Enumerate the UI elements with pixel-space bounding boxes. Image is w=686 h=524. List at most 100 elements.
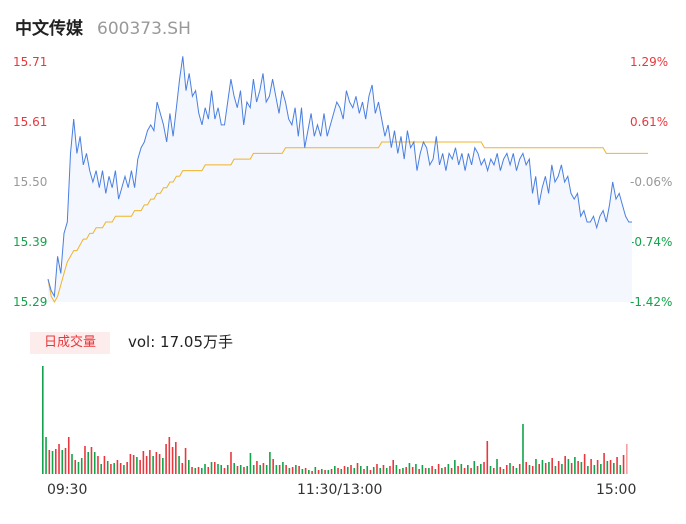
volume-bar [454, 460, 456, 474]
volume-bar [551, 458, 553, 474]
volume-bar [385, 468, 388, 474]
volume-bar [379, 468, 382, 474]
volume-bar [321, 469, 323, 474]
volume-bar [431, 466, 433, 474]
price-label-high: 15.71 [13, 55, 48, 69]
volume-bar [421, 465, 424, 474]
volume-bar [544, 463, 547, 474]
volume-bar [272, 459, 274, 474]
volume-bar [158, 454, 161, 474]
volume-summary: vol: 17.05万手 [128, 333, 233, 351]
volume-bar [590, 459, 592, 474]
volume-bar [528, 465, 531, 474]
volume-bar [609, 460, 612, 474]
volume-bar [291, 467, 294, 474]
volume-bar [45, 437, 47, 474]
volume-bar [171, 447, 174, 474]
volume-bar [236, 466, 239, 474]
volume-bar [470, 468, 472, 474]
pct-label-low: -1.42% [630, 295, 673, 309]
volume-bar [200, 468, 203, 474]
volume-bar [460, 464, 463, 474]
volume-bar [340, 469, 343, 474]
volume-bar [434, 469, 437, 474]
volume-bar [600, 464, 602, 474]
volume-bar [304, 468, 307, 474]
volume-bar [126, 462, 128, 474]
volume-bar [327, 470, 330, 474]
volume-bar [437, 464, 440, 474]
volume-bar [110, 464, 112, 474]
time-label-open: 09:30 [47, 482, 88, 498]
volume-bar [61, 450, 64, 474]
volume-bar [626, 444, 628, 474]
volume-bar [363, 469, 365, 474]
volume-bar [239, 465, 242, 474]
volume-bar [613, 463, 615, 474]
volume-bar [389, 466, 391, 474]
volume-bar [93, 452, 96, 474]
volume-bar [424, 468, 427, 474]
volume-bar [398, 469, 401, 474]
volume-bar [577, 461, 579, 474]
volume-bar [557, 461, 560, 474]
volume-bars [42, 366, 628, 474]
volume-bar [441, 468, 443, 474]
stock-name: 中文传媒 [15, 19, 83, 39]
volume-bar [405, 467, 407, 474]
volume-bar [64, 448, 67, 474]
volume-bar [259, 465, 261, 474]
volume-bar [207, 467, 210, 474]
volume-bar [509, 463, 511, 474]
volume-bar [132, 455, 135, 474]
price-label-mid: 15.50 [13, 175, 48, 189]
volume-bar [619, 465, 622, 474]
volume-bar [129, 454, 132, 474]
volume-bar [483, 462, 485, 474]
volume-bar [152, 456, 154, 474]
volume-bar [77, 462, 80, 474]
volume-bar [230, 452, 232, 474]
volume-bar [570, 463, 573, 474]
volume-bar [308, 470, 310, 474]
volume-bar [252, 465, 255, 474]
volume-bar [178, 456, 180, 474]
volume-bar [473, 461, 476, 474]
volume-tag[interactable]: 日成交量 [30, 332, 110, 354]
volume-bar [256, 461, 258, 474]
price-layer [47, 56, 648, 304]
volume-bar [554, 466, 557, 474]
volume-bar [580, 462, 583, 474]
volume-bar [139, 460, 141, 474]
volume-bar [84, 446, 86, 474]
volume-bar [106, 461, 109, 474]
volume-bar [561, 464, 563, 474]
volume-bar [531, 466, 534, 474]
volume-bar [100, 464, 102, 474]
volume-bar [145, 456, 148, 474]
volume-bar [450, 468, 453, 474]
volume-bar [402, 468, 404, 474]
price-label-low: 15.29 [13, 295, 48, 309]
volume-bar [149, 450, 151, 474]
volume-bar [249, 453, 252, 474]
stock-code: 600373.SH [97, 19, 191, 39]
volume-bar [350, 465, 352, 474]
volume-bar [616, 457, 618, 474]
volume-bar [123, 465, 125, 474]
volume-bar [603, 453, 605, 474]
volume-bar [213, 462, 216, 474]
volume-bar [353, 468, 356, 474]
volume-bar [525, 462, 528, 474]
volume-bar [90, 447, 93, 474]
volume-bar [395, 465, 398, 474]
volume-bar [246, 466, 248, 474]
volume-bar [428, 468, 430, 474]
volume-bar [80, 458, 83, 474]
volume-bar [457, 466, 459, 474]
volume-bar [418, 469, 420, 474]
volume-bar [515, 468, 518, 474]
volume-bar [265, 465, 268, 474]
volume-bar [447, 464, 450, 474]
